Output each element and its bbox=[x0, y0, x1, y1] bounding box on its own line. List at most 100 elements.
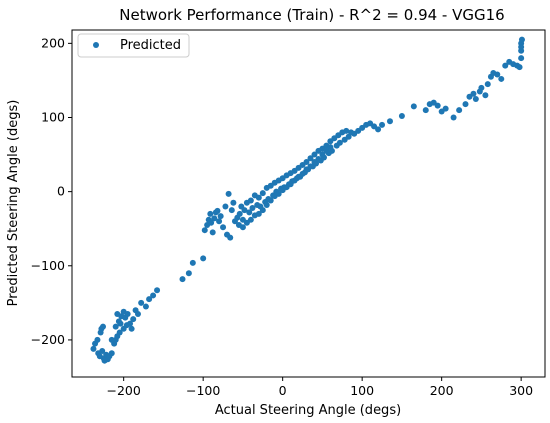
data-point bbox=[267, 197, 274, 204]
data-point bbox=[287, 181, 294, 188]
data-point bbox=[216, 218, 223, 225]
data-point bbox=[222, 203, 229, 210]
data-point bbox=[211, 215, 218, 222]
data-point bbox=[124, 310, 131, 317]
data-point bbox=[220, 224, 227, 231]
data-point bbox=[90, 345, 97, 352]
data-point bbox=[518, 55, 525, 62]
data-point bbox=[214, 207, 221, 214]
legend-label: Predicted bbox=[120, 38, 181, 53]
data-point bbox=[207, 210, 214, 217]
data-point bbox=[154, 287, 161, 294]
data-point bbox=[209, 229, 216, 236]
data-point bbox=[228, 207, 235, 214]
data-point bbox=[291, 177, 298, 184]
data-point bbox=[255, 210, 262, 217]
data-point bbox=[94, 336, 101, 343]
legend: Predicted bbox=[77, 33, 190, 58]
y-tick-label: 200 bbox=[41, 35, 65, 50]
data-point bbox=[315, 156, 322, 163]
data-point bbox=[130, 316, 137, 323]
data-point bbox=[200, 255, 207, 262]
data-point bbox=[456, 107, 463, 114]
data-point bbox=[299, 170, 306, 177]
x-tick-label: −100 bbox=[186, 383, 220, 398]
data-point bbox=[227, 234, 234, 241]
data-point bbox=[138, 299, 145, 306]
data-point bbox=[185, 270, 192, 277]
data-point bbox=[108, 350, 115, 357]
data-point bbox=[518, 36, 525, 43]
data-point bbox=[422, 107, 429, 114]
data-point bbox=[259, 190, 266, 197]
data-point bbox=[502, 62, 509, 69]
chart-title: Network Performance (Train) - R^2 = 0.94… bbox=[119, 6, 504, 24]
data-point bbox=[379, 121, 386, 128]
plot-marks bbox=[90, 36, 525, 364]
data-point bbox=[230, 199, 237, 206]
data-point bbox=[117, 320, 124, 327]
x-tick-label: −200 bbox=[107, 383, 141, 398]
y-tick-label: 0 bbox=[57, 184, 65, 199]
data-point bbox=[128, 325, 135, 332]
data-point bbox=[146, 296, 153, 303]
data-point bbox=[116, 329, 123, 336]
data-point bbox=[236, 210, 243, 217]
y-tick-label: −100 bbox=[31, 258, 65, 273]
y-axis-ticks: −200 −100 0 100 200 bbox=[31, 35, 72, 347]
data-point bbox=[150, 292, 157, 299]
data-point bbox=[208, 219, 215, 226]
data-point bbox=[263, 201, 270, 208]
x-tick-label: 100 bbox=[350, 383, 374, 398]
data-point bbox=[472, 95, 479, 102]
data-point bbox=[478, 84, 485, 91]
data-point bbox=[134, 310, 141, 317]
y-tick-label: −200 bbox=[31, 332, 65, 347]
data-point bbox=[100, 323, 106, 330]
data-point bbox=[450, 114, 457, 121]
data-point bbox=[410, 103, 417, 110]
data-point bbox=[327, 144, 334, 151]
data-point bbox=[247, 216, 254, 223]
data-point bbox=[275, 190, 282, 197]
data-point bbox=[494, 71, 501, 78]
x-axis-ticks: −200 −100 0 100 200 300 bbox=[107, 377, 533, 398]
x-tick-label: 200 bbox=[430, 383, 454, 398]
data-point bbox=[225, 190, 232, 197]
data-point bbox=[307, 163, 314, 170]
data-point bbox=[434, 102, 441, 109]
data-point bbox=[239, 224, 246, 231]
data-point bbox=[518, 44, 525, 51]
data-point bbox=[516, 64, 523, 71]
data-point bbox=[343, 127, 350, 134]
data-point bbox=[498, 75, 505, 82]
data-point bbox=[345, 133, 352, 140]
data-point bbox=[307, 155, 314, 162]
data-point bbox=[336, 139, 343, 146]
data-point bbox=[241, 207, 248, 214]
legend-marker bbox=[93, 42, 99, 48]
y-axis-label: Predicted Steering Angle (degs) bbox=[6, 100, 21, 307]
data-point bbox=[375, 126, 382, 133]
data-point bbox=[217, 213, 224, 220]
data-point bbox=[311, 151, 318, 158]
data-point bbox=[470, 90, 477, 97]
legend-box bbox=[77, 33, 190, 58]
data-point bbox=[462, 101, 469, 108]
data-point bbox=[249, 204, 256, 211]
data-point bbox=[99, 348, 106, 355]
x-tick-label: 0 bbox=[279, 383, 287, 398]
data-point bbox=[120, 325, 127, 332]
data-point bbox=[179, 276, 186, 283]
x-tick-label: 300 bbox=[509, 383, 533, 398]
data-point bbox=[114, 310, 121, 317]
data-point bbox=[259, 207, 266, 214]
data-point bbox=[247, 197, 254, 204]
data-point bbox=[255, 194, 262, 201]
x-axis-label: Actual Steering Angle (degs) bbox=[215, 403, 401, 418]
data-point bbox=[112, 323, 119, 330]
data-point bbox=[482, 92, 489, 99]
data-point bbox=[319, 151, 326, 158]
data-point bbox=[442, 105, 449, 112]
data-point bbox=[323, 147, 330, 154]
